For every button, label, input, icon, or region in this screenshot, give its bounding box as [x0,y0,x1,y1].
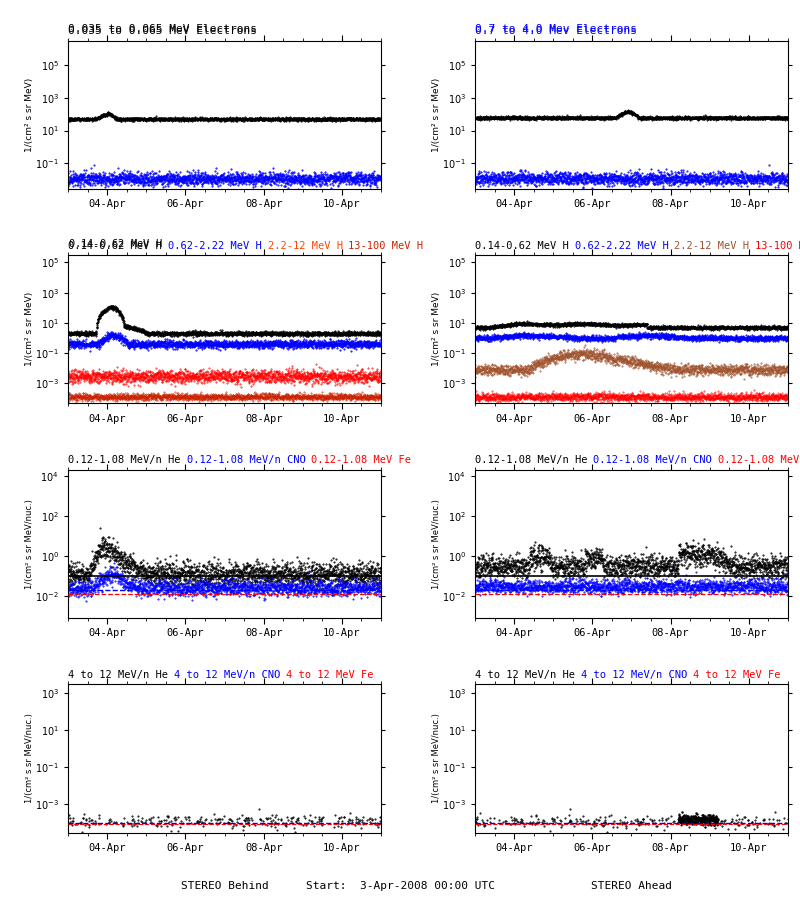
Text: 0.035 to 0.065 MeV Electrons: 0.035 to 0.065 MeV Electrons [68,24,257,34]
Text: 4 to 12 MeV/n CNO: 4 to 12 MeV/n CNO [174,670,280,680]
Text: 0.12-1.08 MeV Fe: 0.12-1.08 MeV Fe [311,455,411,465]
Text: 2.2-12 MeV H: 2.2-12 MeV H [267,240,342,251]
Text: STEREO Behind: STEREO Behind [181,881,268,891]
Y-axis label: 1/(cm² s sr MeV): 1/(cm² s sr MeV) [432,77,441,151]
Text: 4 to 12 MeV/n He: 4 to 12 MeV/n He [68,670,168,680]
Text: 0.12-1.08 MeV/n He: 0.12-1.08 MeV/n He [475,455,587,465]
Text: 0.14-0.62 MeV H: 0.14-0.62 MeV H [475,240,569,251]
Text: 0.035 to 0.065 MeV Electrons: 0.035 to 0.065 MeV Electrons [68,26,257,36]
Text: 0.12-1.08 MeV/n CNO: 0.12-1.08 MeV/n CNO [594,455,712,465]
Y-axis label: 1/(cm² s sr MeV/nuc.): 1/(cm² s sr MeV/nuc.) [432,499,441,589]
Y-axis label: 1/(cm² s sr MeV): 1/(cm² s sr MeV) [25,292,34,366]
Text: 13-100 MeV H: 13-100 MeV H [755,240,800,251]
Text: 0.12-1.08 MeV/n He: 0.12-1.08 MeV/n He [68,455,181,465]
Text: 0.62-2.22 MeV H: 0.62-2.22 MeV H [168,240,262,251]
Y-axis label: 1/(cm² s sr MeV/nuc.): 1/(cm² s sr MeV/nuc.) [25,714,34,804]
Text: 4 to 12 MeV Fe: 4 to 12 MeV Fe [286,670,374,680]
Text: 0.7 to 4.0 Mev Electrons: 0.7 to 4.0 Mev Electrons [475,26,637,36]
Text: Start:  3-Apr-2008 00:00 UTC: Start: 3-Apr-2008 00:00 UTC [306,881,494,891]
Text: 4 to 12 MeV/n He: 4 to 12 MeV/n He [475,670,575,680]
Text: 0.14-0.62 MeV H  $\bf{}$: 0.14-0.62 MeV H $\bf{}$ [68,237,170,248]
Text: 0.12-1.08 MeV/n CNO: 0.12-1.08 MeV/n CNO [186,455,306,465]
Text: 0.7 to 4.0 Mev Electrons: 0.7 to 4.0 Mev Electrons [475,24,637,34]
Text: 2.2-12 MeV H: 2.2-12 MeV H [674,240,750,251]
Y-axis label: 1/(cm² s sr MeV/nuc.): 1/(cm² s sr MeV/nuc.) [431,714,441,804]
Text: 0.14-0.62 MeV H: 0.14-0.62 MeV H [68,240,162,251]
Y-axis label: 1/(cm² s sr MeV/nuc.): 1/(cm² s sr MeV/nuc.) [25,499,34,589]
Text: 4 to 12 MeV Fe: 4 to 12 MeV Fe [694,670,781,680]
Text: 13-100 MeV H: 13-100 MeV H [349,240,423,251]
Y-axis label: 1/(cm² s sr MeV): 1/(cm² s sr MeV) [431,292,441,366]
Y-axis label: 1/(cm² s sr MeV): 1/(cm² s sr MeV) [25,77,34,151]
Text: 0.62-2.22 MeV H: 0.62-2.22 MeV H [574,240,669,251]
Text: 4 to 12 MeV/n CNO: 4 to 12 MeV/n CNO [581,670,687,680]
Text: 0.12-1.08 MeV Fe: 0.12-1.08 MeV Fe [718,455,800,465]
Text: STEREO Ahead: STEREO Ahead [591,881,672,891]
